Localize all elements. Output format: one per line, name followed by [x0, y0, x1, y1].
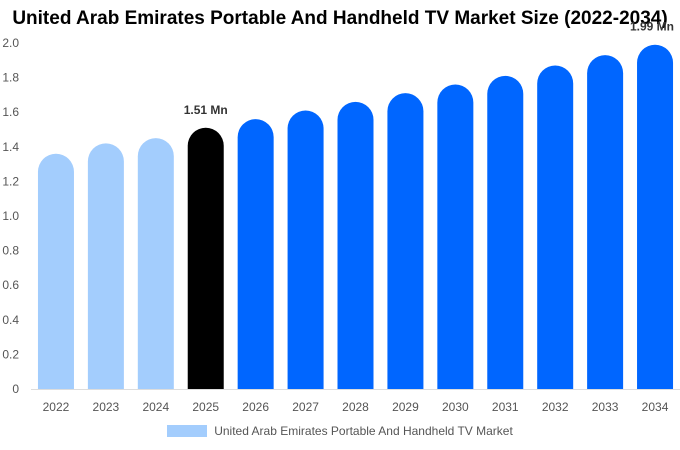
x-tick-label: 2023 — [93, 400, 120, 414]
y-tick-label: 1.0 — [2, 209, 19, 223]
chart-title: United Arab Emirates Portable And Handhe… — [12, 8, 668, 29]
bars — [37, 44, 674, 390]
bar-2024 — [137, 138, 174, 389]
bar-2033 — [587, 55, 624, 389]
x-tick-label: 2031 — [492, 400, 519, 414]
y-tick-label: 0.4 — [2, 313, 19, 327]
x-axis: 2022 2023 2024 2025 2026 2027 2028 2029 2030 2031… — [43, 400, 669, 414]
bar-2022 — [37, 153, 74, 389]
y-tick-label: 1.2 — [2, 174, 19, 188]
x-tick-label: 2026 — [242, 400, 269, 414]
legend-label: United Arab Emirates Portable And Handhe… — [214, 424, 513, 438]
legend-swatch — [167, 425, 208, 437]
x-tick-label: 2025 — [192, 400, 219, 414]
bar-2031 — [487, 75, 524, 390]
y-tick-label: 0.8 — [2, 244, 19, 258]
x-tick-label: 2029 — [392, 400, 419, 414]
bar-2027 — [287, 110, 324, 389]
bar-2025 — [187, 127, 224, 389]
bar-2028 — [337, 101, 374, 389]
y-tick-label: 2.0 — [2, 36, 19, 50]
bar-2030 — [437, 84, 474, 390]
x-tick-label: 2024 — [142, 400, 169, 414]
y-tick-label: 0.2 — [2, 347, 19, 361]
x-tick-label: 2027 — [292, 400, 319, 414]
data-labels: 1.51 Mn 1.99 Mn — [184, 20, 674, 117]
y-tick-label: 1.6 — [2, 105, 19, 119]
y-axis: 0 0.2 0.4 0.6 0.8 1.0 1.2 1.4 1.6 1.8 2.0 — [2, 36, 680, 396]
data-label-2034: 1.99 Mn — [630, 20, 674, 34]
bar-2034 — [637, 44, 674, 389]
x-tick-label: 2034 — [642, 400, 669, 414]
data-label-2025: 1.51 Mn — [184, 103, 228, 117]
bar-2029 — [387, 93, 424, 390]
y-tick-label: 0.6 — [2, 278, 19, 292]
x-tick-label: 2022 — [43, 400, 70, 414]
bar-2026 — [237, 119, 274, 389]
x-tick-label: 2030 — [442, 400, 469, 414]
legend: United Arab Emirates Portable And Handhe… — [0, 424, 680, 438]
bar-2023 — [87, 143, 124, 389]
x-tick-label: 2028 — [342, 400, 369, 414]
y-tick-label: 0 — [12, 382, 19, 396]
x-tick-label: 2032 — [542, 400, 569, 414]
y-tick-label: 1.4 — [2, 140, 19, 154]
y-tick-label: 1.8 — [2, 71, 19, 85]
x-tick-label: 2033 — [592, 400, 619, 414]
bar-2032 — [537, 65, 574, 390]
